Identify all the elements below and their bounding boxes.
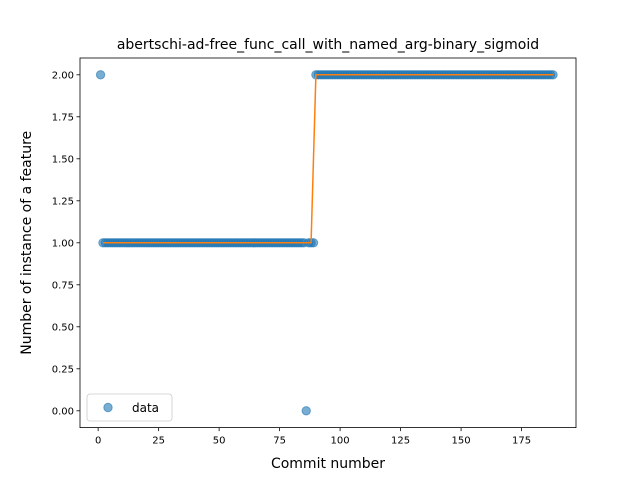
y-axis-label: Number of instance of a feature xyxy=(19,131,35,355)
y-tick-label: 1.25 xyxy=(52,196,74,207)
chart-title: abertschi-ad-free_func_call_with_named_a… xyxy=(117,37,539,53)
y-tick-label: 1.50 xyxy=(52,154,74,165)
x-tick-label: 0 xyxy=(95,436,101,447)
x-tick-label: 75 xyxy=(273,436,286,447)
y-tick-label: 0.50 xyxy=(52,322,74,333)
legend-marker-data xyxy=(103,402,113,413)
legend-box xyxy=(86,393,173,422)
x-ticks: 0 25 50 75 100 125 150 175 xyxy=(95,427,531,447)
data-point xyxy=(301,406,311,416)
y-tick-label: 1.00 xyxy=(52,238,74,249)
data-point xyxy=(95,70,106,80)
plot-line xyxy=(102,74,554,244)
x-axis-label: Commit number xyxy=(271,456,385,472)
y-ticks: 0.00 0.25 0.50 0.75 1.00 1.25 1.50 1.75 2.00 xyxy=(52,70,80,417)
y-tick-label: 0.25 xyxy=(52,364,74,375)
x-tick-label: 125 xyxy=(391,436,410,447)
y-tick-label: 0.00 xyxy=(52,406,74,417)
x-tick-label: 150 xyxy=(452,436,471,447)
y-tick-label: 1.75 xyxy=(52,112,74,123)
fit-line xyxy=(102,74,554,244)
x-tick-label: 175 xyxy=(512,436,531,447)
y-tick-label: 2.00 xyxy=(52,70,74,81)
x-tick-label: 50 xyxy=(213,436,226,447)
x-tick-label: 100 xyxy=(331,436,350,447)
legend-label-data: data xyxy=(132,401,159,415)
legend: data xyxy=(86,393,173,422)
x-tick-label: 25 xyxy=(152,436,165,447)
y-tick-label: 0.75 xyxy=(52,280,74,291)
